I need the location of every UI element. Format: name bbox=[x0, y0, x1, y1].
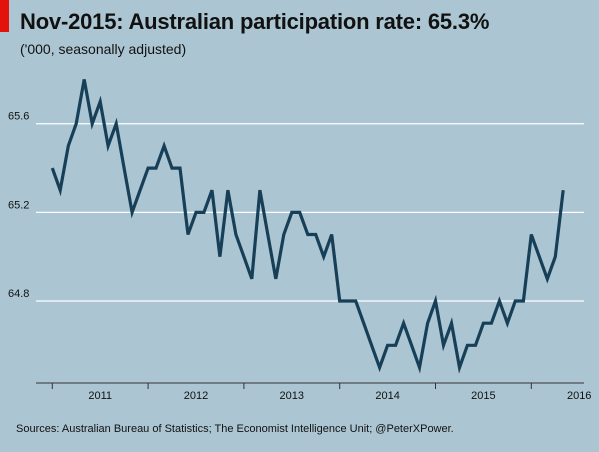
x-tick-label-4: 2015 bbox=[471, 390, 495, 402]
series-line-0 bbox=[50, 79, 565, 374]
x-tick-label-2: 2013 bbox=[280, 390, 304, 402]
x-tick-label-5: 2016 bbox=[567, 390, 591, 402]
x-tick-label-3: 2014 bbox=[375, 390, 399, 402]
chart-subtitle: ('000, seasonally adjusted) bbox=[20, 41, 187, 57]
source-note: Sources: Australian Bureau of Statistics… bbox=[16, 423, 454, 435]
chart-title: Nov-2015: Australian participation rate:… bbox=[20, 9, 490, 34]
x-tick-label-1: 2012 bbox=[184, 390, 208, 402]
x-tick-label-0: 2011 bbox=[88, 390, 112, 402]
brand-accent-tab bbox=[0, 0, 9, 32]
y-tick-label-0: 64.8 bbox=[8, 288, 29, 300]
y-tick-label-1: 65.2 bbox=[8, 199, 29, 211]
y-tick-label-2: 65.6 bbox=[8, 111, 29, 123]
